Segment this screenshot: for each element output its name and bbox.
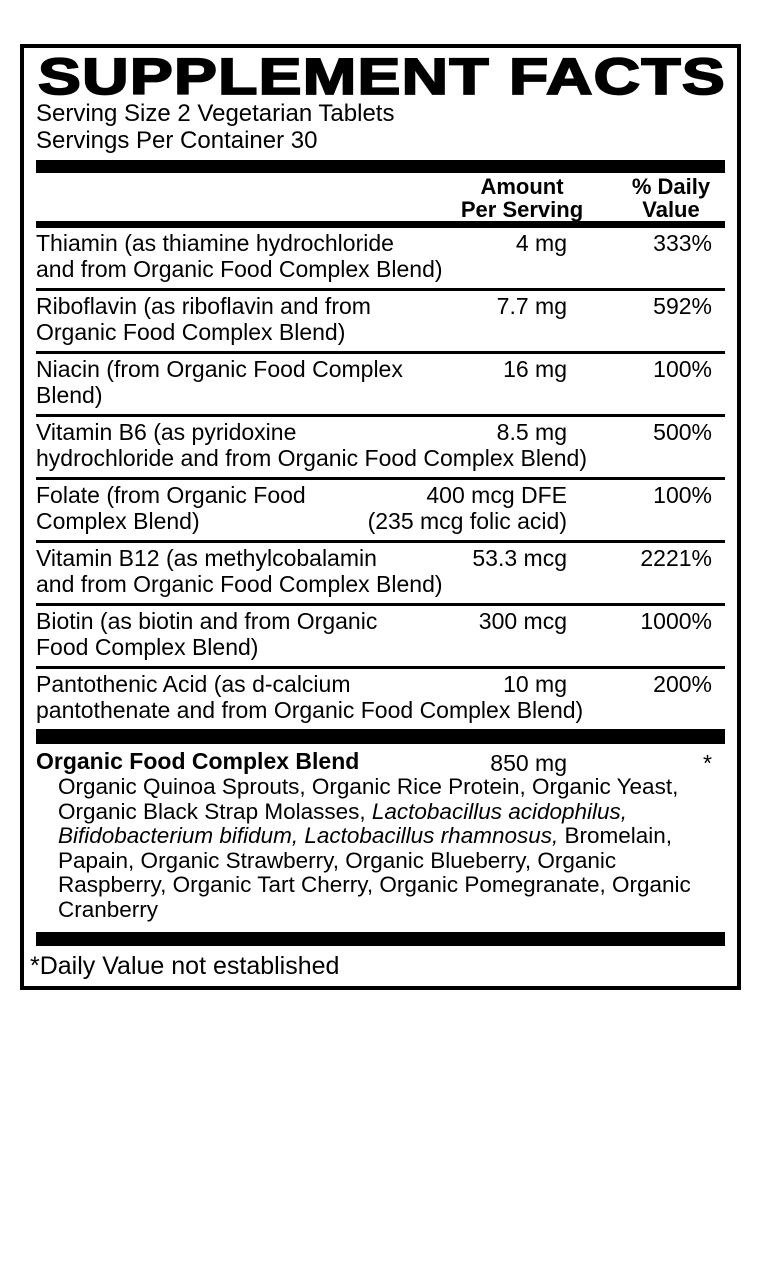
nutrient-amount: 10 mg (503, 671, 567, 697)
nutrient-name-line1: Vitamin B12 (as methylcobalamin (36, 545, 377, 571)
supplement-facts-panel: SUPPLEMENT FACTS Serving Size 2 Vegetari… (20, 44, 741, 990)
nutrient-daily-value: 2221% (640, 545, 712, 571)
blend-header-row: Organic Food Complex Blend 850 mg * (36, 748, 725, 776)
nutrient-daily-value: 500% (653, 419, 712, 445)
panel-title-graphic: SUPPLEMENT FACTS (37, 54, 726, 100)
nutrient-row-biotin: Biotin (as biotin and from Organic Food … (36, 603, 725, 666)
blend-ingredients: Organic Quinoa Sprouts, Organic Rice Pro… (58, 774, 725, 928)
nutrient-daily-value: 592% (653, 293, 712, 319)
nutrient-name-line2: hydrochloride and from Organic Food Comp… (36, 445, 587, 471)
nutrient-row-folate: Folate (from Organic Food Complex Blend)… (36, 477, 725, 540)
panel-title: SUPPLEMENT FACTS (38, 54, 726, 100)
blend-amount: 850 mg (490, 750, 567, 776)
nutrient-name-line1: Riboflavin (as riboflavin and from (36, 293, 371, 319)
nutrient-amount: 400 mcg DFE (235 mcg folic acid) (367, 482, 567, 534)
nutrient-daily-value: 333% (653, 230, 712, 256)
nutrient-row-niacin: Niacin (from Organic Food Complex Blend)… (36, 351, 725, 414)
serving-size-line: Serving Size 2 Vegetarian Tablets (36, 100, 395, 127)
separator-bar-blend (36, 729, 725, 744)
nutrient-row-vitamin-b12: Vitamin B12 (as methylcobalamin and from… (36, 540, 725, 603)
blend-section: Organic Food Complex Blend 850 mg * Orga… (36, 744, 725, 928)
blend-ingredients-line: Papain, Organic Strawberry, Organic Blue… (58, 847, 617, 873)
blend-ingredients-line: Raspberry, Organic Tart Cherry, Organic … (58, 872, 691, 897)
nutrient-name-line1: Biotin (as biotin and from Organic (36, 608, 378, 634)
nutrient-amount: 16 mg (503, 356, 567, 382)
nutrient-name-line2: and from Organic Food Complex Blend) (36, 256, 443, 282)
nutrient-name-line1: Thiamin (as thiamine hydrochloride (36, 230, 394, 256)
nutrient-row-pantothenic-acid: Pantothenic Acid (as d-calcium pantothen… (36, 666, 725, 729)
nutrient-row-thiamin: Thiamin (as thiamine hydrochloride and f… (36, 228, 725, 288)
blend-ingredients-line: Cranberry (58, 896, 159, 922)
header-rule (36, 221, 725, 228)
nutrient-name-line2: pantothenate and from Organic Food Compl… (36, 697, 584, 723)
servings-per-container-line: Servings Per Container 30 (36, 127, 318, 154)
nutrient-name-line2: Food Complex Blend) (36, 634, 259, 660)
separator-bar-top (36, 160, 725, 173)
blend-ingredients-line: Organic Black Strap Molasses, Lactobacil… (58, 798, 628, 824)
nutrient-name-line1: Pantothenic Acid (as d-calcium (36, 671, 351, 697)
nutrient-name-line1: Niacin (from Organic Food Complex (36, 356, 403, 382)
daily-value-footnote: *Daily Value not established (30, 952, 340, 980)
blend-ingredients-line: Bifidobacterium bifidum, Lactobacillus r… (58, 823, 673, 848)
nutrient-name-line2: Complex Blend) (36, 508, 200, 534)
nutrient-amount: 4 mg (515, 230, 567, 256)
nutrient-name-line2: Organic Food Complex Blend) (36, 319, 346, 345)
nutrient-name-line1: Vitamin B6 (as pyridoxine (36, 419, 297, 445)
daily-value-column-header: % Daily Value (631, 174, 711, 222)
blend-dv-asterisk: * (703, 750, 712, 776)
blend-name: Organic Food Complex Blend (36, 748, 360, 774)
nutrient-row-riboflavin: Riboflavin (as riboflavin and from Organ… (36, 288, 725, 351)
column-headers: Amount Per Serving % Daily Value (36, 173, 725, 221)
nutrient-daily-value: 100% (653, 482, 712, 508)
nutrient-name-line2: and from Organic Food Complex Blend) (36, 571, 443, 597)
nutrient-amount: 53.3 mcg (472, 545, 567, 571)
nutrient-name-line1: Folate (from Organic Food (36, 482, 306, 508)
nutrient-name-line2: Blend) (36, 382, 103, 408)
nutrient-amount: 8.5 mg (496, 419, 567, 445)
nutrient-table: Thiamin (as thiamine hydrochloride and f… (36, 228, 725, 729)
blend-ingredients-line: Organic Quinoa Sprouts, Organic Rice Pro… (58, 774, 679, 799)
nutrient-daily-value: 200% (653, 671, 712, 697)
nutrient-daily-value: 100% (653, 356, 712, 382)
separator-bar-bottom (36, 932, 725, 946)
nutrient-amount: 7.7 mg (496, 293, 567, 319)
amount-column-header: Amount Per Serving (460, 174, 584, 222)
nutrient-daily-value: 1000% (640, 608, 712, 634)
nutrient-row-vitamin-b6: Vitamin B6 (as pyridoxine hydrochloride … (36, 414, 725, 477)
nutrient-amount: 300 mcg (478, 608, 567, 634)
